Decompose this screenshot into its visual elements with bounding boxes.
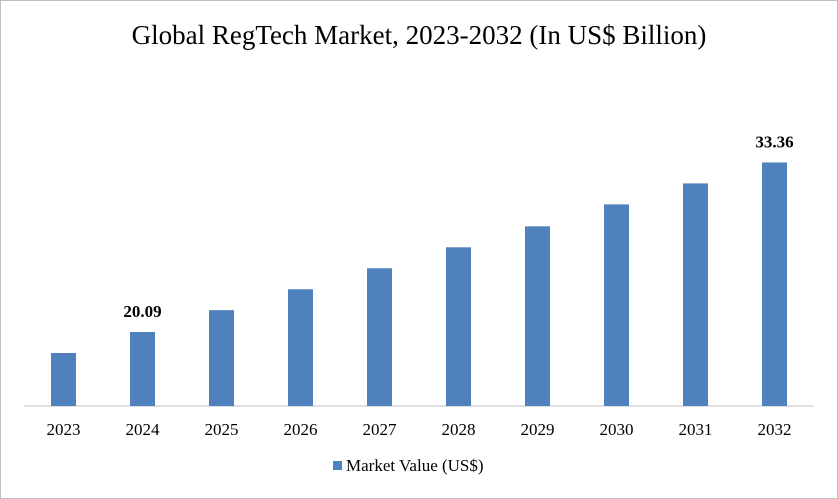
data-label: 33.36 bbox=[755, 132, 793, 151]
bar bbox=[130, 332, 155, 406]
x-tick-label: 2030 bbox=[600, 420, 634, 439]
x-tick-label: 2027 bbox=[363, 420, 398, 439]
legend-swatch bbox=[333, 461, 342, 470]
x-tick-label: 2031 bbox=[679, 420, 713, 439]
x-tick-label: 2024 bbox=[126, 420, 161, 439]
bar bbox=[604, 204, 629, 406]
bar bbox=[367, 268, 392, 406]
x-tick-label: 2026 bbox=[284, 420, 318, 439]
bar bbox=[51, 352, 76, 406]
x-tick-label: 2028 bbox=[442, 420, 476, 439]
x-tick-label: 2029 bbox=[521, 420, 555, 439]
data-label: 20.09 bbox=[123, 302, 161, 321]
bar bbox=[683, 183, 708, 406]
x-tick-label: 2023 bbox=[47, 420, 81, 439]
bar bbox=[446, 247, 471, 406]
x-tick-label: 2025 bbox=[205, 420, 239, 439]
bar bbox=[525, 226, 550, 406]
x-tick-label: 2032 bbox=[758, 420, 792, 439]
bar bbox=[288, 289, 313, 406]
bar bbox=[762, 162, 787, 406]
chart-title: Global RegTech Market, 2023-2032 (In US$… bbox=[131, 20, 707, 50]
bar bbox=[209, 310, 234, 406]
legend-label: Market Value (US$) bbox=[346, 456, 484, 475]
